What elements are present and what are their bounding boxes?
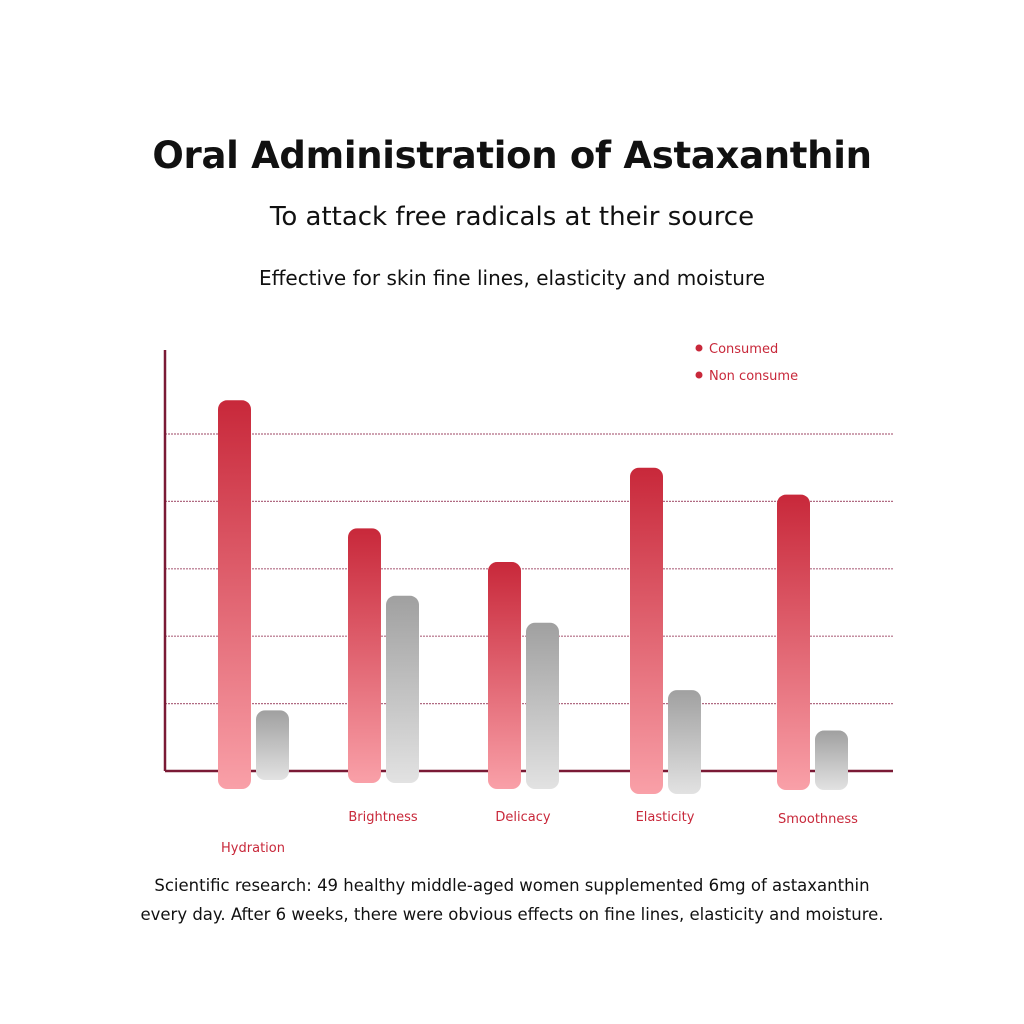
legend-dot	[695, 344, 703, 352]
x-tick-label-delicacy: Delicacy	[495, 810, 550, 825]
bar-consumed-brightness	[348, 528, 381, 783]
bar-non-consume-elasticity	[668, 690, 701, 794]
bar-consumed-smoothness	[777, 494, 810, 790]
legend-entry-consumed: Consumed	[709, 342, 778, 357]
x-tick-label-hydration: Hydration	[221, 841, 285, 856]
subtitle: To attack free radicals at their source	[269, 202, 755, 232]
bar-consumed-hydration	[218, 400, 251, 789]
x-tick-label-brightness: Brightness	[348, 810, 417, 825]
page-title: Oral Administration of Astaxanthin	[152, 134, 872, 177]
legend-dot	[695, 371, 703, 379]
legend-entry-non-consume: Non consume	[709, 369, 798, 384]
x-tick-label-smoothness: Smoothness	[778, 812, 858, 827]
bar-non-consume-hydration	[256, 710, 289, 780]
x-tick-label-elasticity: Elasticity	[636, 810, 695, 825]
bar-non-consume-brightness	[386, 595, 419, 783]
footnote-line-2: every day. After 6 weeks, there were obv…	[140, 905, 884, 924]
bar-consumed-elasticity	[630, 467, 663, 794]
tagline: Effective for skin fine lines, elasticit…	[258, 266, 766, 290]
bar-non-consume-delicacy	[526, 622, 559, 789]
footnote-line-1: Scientific research: 49 healthy middle-a…	[154, 876, 870, 895]
bar-non-consume-smoothness	[815, 730, 848, 790]
bar-consumed-delicacy	[488, 562, 521, 789]
footnote: Scientific research: 49 healthy middle-a…	[0, 871, 1024, 929]
